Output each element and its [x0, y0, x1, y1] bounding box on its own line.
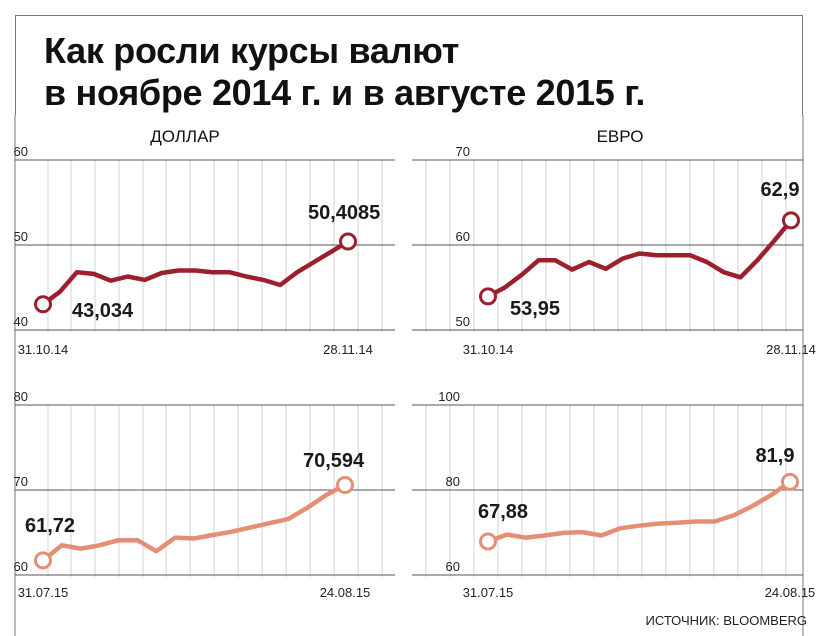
series-line	[40, 239, 351, 307]
series-line	[40, 482, 348, 563]
start-point-marker	[34, 295, 52, 314]
y-tick-label: 50	[14, 229, 28, 244]
end-point-marker	[782, 211, 800, 230]
x-end-date-label: 24.08.15	[320, 585, 371, 600]
y-tick-label: 60	[14, 144, 28, 159]
y-tick-label: 100	[438, 389, 460, 404]
end-value-label: 50,4085	[308, 202, 380, 224]
end-value-label: 62,9	[761, 179, 800, 201]
source-note: ИСТОЧНИК: BLOOMBERG	[645, 613, 807, 628]
chart-panel-1: 40 50 60 ДОЛЛАР 31.10.14 28.11.14 43,034 50,408…	[14, 127, 395, 357]
start-value-label: 61,72	[25, 515, 75, 537]
y-tick-label: 70	[14, 474, 28, 489]
start-point-marker	[479, 287, 497, 306]
end-value-label: 81,9	[756, 445, 795, 467]
y-tick-label: 60	[456, 229, 470, 244]
chart-panel-3: 60 70 80 31.07.15 24.08.15 61,72 70,594	[14, 389, 395, 600]
x-start-date-label: 31.10.14	[18, 342, 69, 357]
x-start-date-label: 31.10.14	[463, 342, 514, 357]
start-point-marker	[479, 532, 497, 551]
end-point-marker	[336, 475, 354, 494]
chart-panel-4: 60 80 100 31.07.15 24.08.15 67,88 81,9	[412, 389, 815, 600]
title-frame: Как росли курсы валют в ноябре 2014 г. и…	[15, 15, 803, 115]
y-tick-label: 50	[456, 314, 470, 329]
start-value-label: 53,95	[510, 298, 560, 320]
x-start-date-label: 31.07.15	[463, 585, 514, 600]
x-start-date-label: 31.07.15	[18, 585, 69, 600]
series-line	[485, 479, 793, 544]
y-tick-label: 60	[14, 559, 28, 574]
start-point-marker	[34, 551, 52, 570]
y-tick-label: 40	[14, 314, 28, 329]
end-point-marker	[339, 232, 357, 251]
y-tick-label: 60	[446, 559, 460, 574]
y-tick-label: 80	[14, 389, 28, 404]
x-end-date-label: 28.11.14	[323, 342, 373, 357]
title-line-2: в ноябре 2014 г. и в августе 2015 г.	[44, 72, 646, 113]
end-value-label: 70,594	[303, 450, 365, 472]
title-line-1: Как росли курсы валют	[44, 30, 460, 71]
y-tick-label: 70	[456, 144, 470, 159]
chart-title: ЕВРО	[597, 127, 644, 146]
start-value-label: 43,034	[72, 300, 134, 322]
chart-panel-2: 50 60 70 ЕВРО 31.10.14 28.11.14 53,95 62,9	[412, 127, 816, 357]
x-end-date-label: 24.08.15	[765, 585, 816, 600]
series-line	[485, 218, 794, 299]
chart-title: ДОЛЛАР	[150, 127, 220, 146]
end-point-marker	[781, 472, 799, 491]
start-value-label: 67,88	[478, 501, 528, 523]
y-tick-label: 80	[446, 474, 460, 489]
x-end-date-label: 28.11.14	[766, 342, 816, 357]
